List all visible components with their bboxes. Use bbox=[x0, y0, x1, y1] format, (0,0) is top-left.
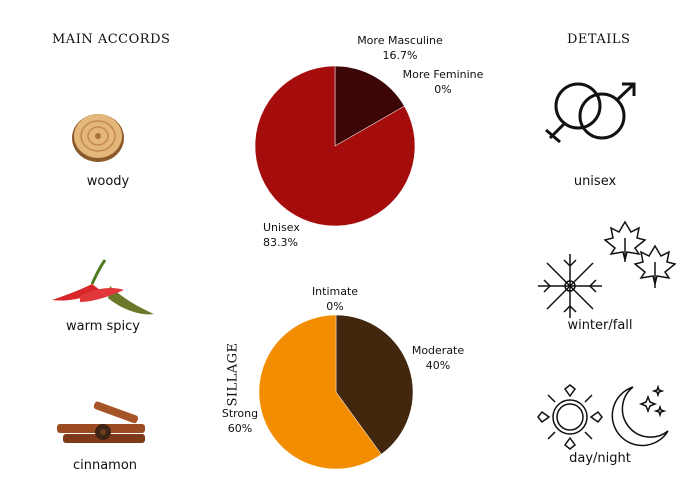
pie-label-intimate: Intimate 0% bbox=[295, 284, 375, 314]
detail-label-winter-fall: winter/fall bbox=[567, 318, 633, 333]
slice-label: More Feminine bbox=[402, 68, 484, 81]
pie-slice-strong bbox=[258, 314, 382, 470]
cinnamon-sticks-icon bbox=[57, 401, 145, 443]
pie-label-strong: Strong 60% bbox=[218, 406, 262, 436]
slice-label: Moderate bbox=[411, 344, 465, 357]
sillage-title: SILLAGE bbox=[225, 342, 241, 407]
slice-value: 40% bbox=[425, 359, 451, 372]
snowflake-leaves-icon bbox=[538, 220, 677, 318]
slice-label: Unisex bbox=[263, 221, 300, 234]
main-accords-heading: MAIN ACCORDS bbox=[52, 32, 171, 47]
slice-label: Strong bbox=[221, 407, 259, 420]
pie-slice-unisex bbox=[254, 65, 416, 227]
wood-slice-icon bbox=[72, 114, 124, 162]
slice-value: 60% bbox=[227, 422, 253, 435]
slice-value: 16.7% bbox=[382, 49, 418, 62]
pie-slice-moderate bbox=[335, 314, 414, 455]
slice-value: 0% bbox=[434, 83, 452, 96]
details-heading: DETAILS bbox=[567, 32, 631, 47]
gender-symbols-icon bbox=[545, 82, 636, 144]
accord-label-cinnamon: cinnamon bbox=[72, 458, 138, 473]
chili-pepper-icon bbox=[52, 259, 154, 315]
slice-label: Intimate bbox=[311, 285, 359, 298]
pie-label-unisex: Unisex 83.3% bbox=[263, 220, 300, 250]
slice-value: 0% bbox=[326, 300, 344, 313]
detail-label-unisex: unisex bbox=[573, 174, 617, 189]
pie-label-more-feminine: More Feminine 0% bbox=[393, 67, 493, 97]
accord-label-woody: woody bbox=[86, 174, 130, 189]
pie-label-more-masculine: More Masculine 16.7% bbox=[350, 33, 450, 63]
detail-label-day-night: day/night bbox=[569, 451, 631, 466]
slice-value: 83.3% bbox=[263, 236, 298, 249]
sun-moon-icon bbox=[537, 384, 669, 450]
slice-label: More Masculine bbox=[357, 34, 443, 47]
pie-label-moderate: Moderate 40% bbox=[403, 343, 473, 373]
pie-slice-more-masculine bbox=[334, 65, 405, 147]
accord-label-warm-spicy: warm spicy bbox=[66, 319, 140, 334]
